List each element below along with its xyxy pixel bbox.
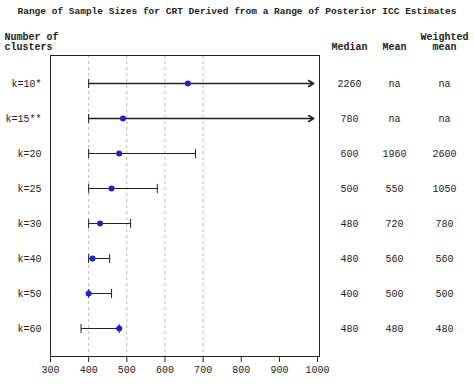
svg-text:560: 560 [435, 254, 453, 265]
svg-text:Mean: Mean [382, 42, 406, 53]
svg-text:480: 480 [340, 219, 358, 230]
svg-text:k=50: k=50 [17, 289, 41, 300]
svg-text:560: 560 [385, 254, 403, 265]
svg-text:Number ofclusters: Number ofclusters [5, 32, 59, 53]
svg-text:k=15**: k=15** [5, 114, 41, 125]
svg-text:480: 480 [435, 324, 453, 335]
svg-text:k=20: k=20 [17, 149, 41, 160]
svg-text:na: na [388, 79, 400, 90]
svg-text:k=10*: k=10* [11, 79, 41, 90]
svg-text:550: 550 [385, 184, 403, 195]
svg-text:780: 780 [340, 114, 358, 125]
svg-text:500: 500 [435, 289, 453, 300]
svg-text:k=60: k=60 [17, 324, 41, 335]
svg-text:600: 600 [156, 365, 174, 376]
svg-text:1050: 1050 [432, 184, 456, 195]
svg-text:720: 720 [385, 219, 403, 230]
svg-text:500: 500 [118, 365, 136, 376]
html-text:Range of Sample Sizes for CRT: Range of Sample Sizes for CRT Derived fr… [17, 6, 457, 17]
svg-text:na: na [438, 79, 450, 90]
svg-text:300: 300 [41, 365, 59, 376]
svg-text:Median: Median [331, 42, 367, 53]
svg-text:Weightedmean: Weightedmean [420, 32, 468, 53]
svg-text:1000: 1000 [306, 365, 330, 376]
svg-text:2260: 2260 [337, 79, 361, 90]
svg-text:600: 600 [340, 149, 358, 160]
svg-text:480: 480 [340, 324, 358, 335]
svg-text:800: 800 [232, 365, 250, 376]
svg-text:700: 700 [194, 365, 212, 376]
svg-text:400: 400 [340, 289, 358, 300]
svg-text:780: 780 [435, 219, 453, 230]
svg-text:k=40: k=40 [17, 254, 41, 265]
svg-text:400: 400 [80, 365, 98, 376]
svg-text:k=25: k=25 [17, 184, 41, 195]
svg-text:480: 480 [340, 254, 358, 265]
svg-text:na: na [438, 114, 450, 125]
svg-text:900: 900 [270, 365, 288, 376]
svg-text:480: 480 [385, 324, 403, 335]
svg-text:500: 500 [340, 184, 358, 195]
svg-text:na: na [388, 114, 400, 125]
svg-text:k=30: k=30 [17, 219, 41, 230]
svg-text:1960: 1960 [382, 149, 406, 160]
svg-text:2600: 2600 [432, 149, 456, 160]
svg-text:500: 500 [385, 289, 403, 300]
